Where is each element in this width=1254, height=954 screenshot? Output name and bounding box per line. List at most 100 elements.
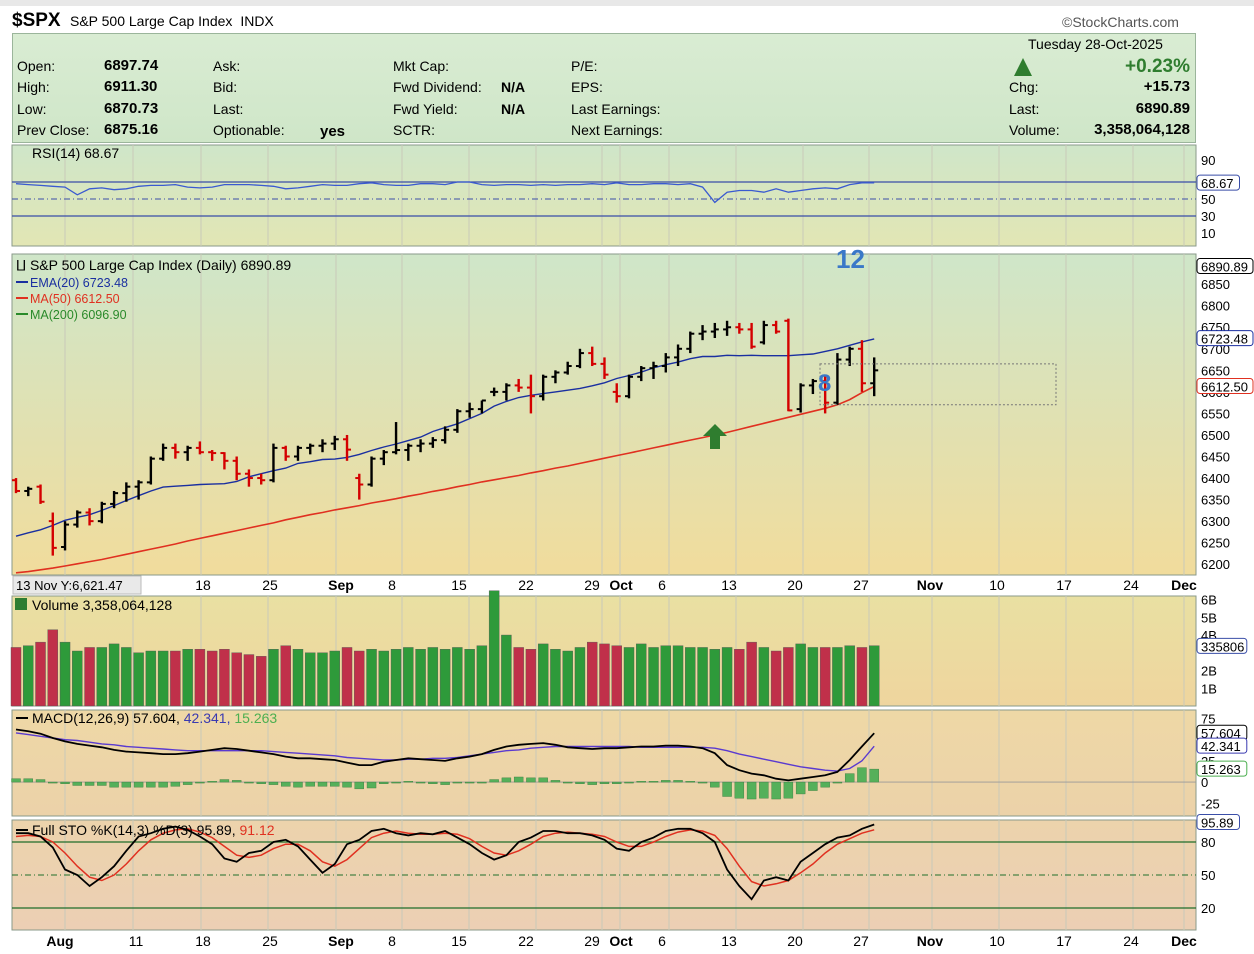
ohlc-bar: [563, 361, 572, 375]
ma50-line: [15, 385, 875, 574]
volume-value: 3,358,064,128: [1094, 121, 1190, 138]
price-tick: 6500: [1201, 428, 1230, 443]
macd-histogram-bar: [403, 781, 414, 783]
ohlc-bar: [625, 374, 633, 399]
volume-bar: [317, 652, 328, 707]
quote-date: Tuesday 28-Oct-2025: [1028, 36, 1163, 52]
macd-histogram-bar: [379, 781, 389, 784]
chg-value: +15.73: [1143, 78, 1190, 95]
volume-bar: [685, 647, 696, 707]
ohlc-bar: [171, 443, 180, 459]
ohlc-bar: [85, 508, 94, 526]
ohlc-bar: [502, 383, 511, 401]
volume-bar: [770, 650, 782, 707]
macd-histogram-bar: [440, 781, 450, 785]
price-tick: 6250: [1201, 536, 1230, 551]
macd-signal-value: 42.341,: [184, 710, 235, 726]
low-label: Low:: [17, 101, 47, 117]
volume-bar: [47, 629, 58, 707]
bottom-x-label: 24: [1123, 933, 1139, 949]
volume-bar: [783, 647, 794, 707]
index-name: S&P 500 Large Cap Index INDX: [70, 13, 274, 29]
volume-bar: [452, 647, 463, 707]
volume-bar: [537, 643, 549, 707]
volume-bar: [170, 650, 181, 707]
source-credit[interactable]: ©StockCharts.com: [1062, 14, 1179, 30]
macd-histogram-bar: [231, 780, 242, 783]
last-label-col2: Last:: [213, 101, 244, 117]
volume-bar: [108, 643, 120, 707]
sto-last-label: 95.89: [1201, 816, 1234, 831]
gap-zone-box: [819, 363, 1057, 406]
macd-hist-value: 15.263: [234, 710, 277, 726]
sto-d-line: [15, 828, 875, 887]
macd-histogram-bar: [575, 781, 585, 784]
rsi-last-label: 68.67: [1201, 176, 1234, 191]
bottom-x-label: Sep: [328, 933, 354, 949]
price-tick: 6300: [1201, 514, 1230, 529]
volume-bar: [206, 650, 218, 707]
ohlc-bar: [36, 484, 45, 504]
ohlc-bar: [600, 357, 609, 379]
volume-bar: [648, 647, 659, 707]
ohlc-bar: [514, 378, 523, 392]
price-x-label: Dec: [1171, 577, 1197, 593]
price-x-label: 13: [721, 577, 737, 593]
annotation-8: 8: [818, 370, 831, 397]
volume-bar: [231, 652, 242, 707]
price-tick: 6350: [1201, 493, 1230, 508]
ohlc-bar: [637, 366, 646, 382]
macd-histogram-bar: [685, 781, 695, 783]
price-x-label: 15: [451, 577, 467, 593]
up-arrow-icon: [1014, 58, 1032, 76]
panel-rsi: [11, 144, 1197, 247]
macd-histogram-bar: [317, 781, 328, 787]
ohlc-bar: [379, 450, 388, 466]
volume-bar: [96, 647, 108, 707]
macd-histogram-bar: [158, 781, 168, 788]
volume-bar: [832, 647, 843, 707]
last-value: 6890.89: [1135, 100, 1190, 117]
macd-histogram-bar: [244, 781, 254, 784]
macd-histogram-bar: [710, 781, 720, 788]
volume-bar: [268, 649, 279, 707]
volume-tick: 6B: [1201, 593, 1217, 608]
ohlc-bar: [48, 512, 57, 556]
macd-histogram-bar: [501, 777, 512, 783]
volume-bar: [366, 649, 377, 707]
ohlc-bar: [257, 473, 266, 485]
macd-histogram-bar: [48, 781, 58, 784]
top-border: [0, 0, 1254, 6]
ohlc-bar: [698, 325, 707, 341]
volume-bar: [746, 641, 757, 707]
ohlc-bar: [723, 320, 732, 336]
volume-bar: [280, 645, 291, 707]
macd-histogram-bar: [97, 781, 107, 786]
exchange-label: INDX: [240, 13, 274, 29]
macd-signal-last-label: 42.341: [1201, 739, 1241, 754]
ohlc-bar: [588, 346, 597, 367]
macd-title: MACD(12,26,9) 57.604, 42.341, 15.263: [32, 710, 277, 726]
last-earnings-label: Last Earnings:: [571, 101, 661, 117]
bottom-x-label: 18: [195, 933, 211, 949]
macd-histogram-bar: [820, 781, 830, 788]
volume-bar: [157, 650, 169, 707]
volume-bar: [574, 647, 586, 707]
ohlc-bar: [870, 357, 879, 397]
macd-histogram-bar: [661, 780, 671, 783]
chart-marks: [10, 181, 1057, 901]
macd-histogram-bar: [550, 780, 561, 783]
ema-legend: EMA(20) 6723.48: [30, 276, 128, 290]
bottom-x-label: 27: [853, 933, 869, 949]
ema-value-label: 6723.48: [1201, 332, 1248, 347]
ohlc-bar: [183, 445, 192, 461]
ohlc-bar: [674, 344, 683, 367]
price-x-label: Nov: [917, 577, 944, 593]
volume-last-label: 335806: [1201, 639, 1244, 654]
price-tick: 6800: [1201, 299, 1230, 314]
rsi-tick: 50: [1201, 192, 1215, 207]
macd-histogram-bar: [464, 781, 475, 784]
volume-bar: [476, 645, 488, 707]
volume-bar: [599, 643, 610, 707]
